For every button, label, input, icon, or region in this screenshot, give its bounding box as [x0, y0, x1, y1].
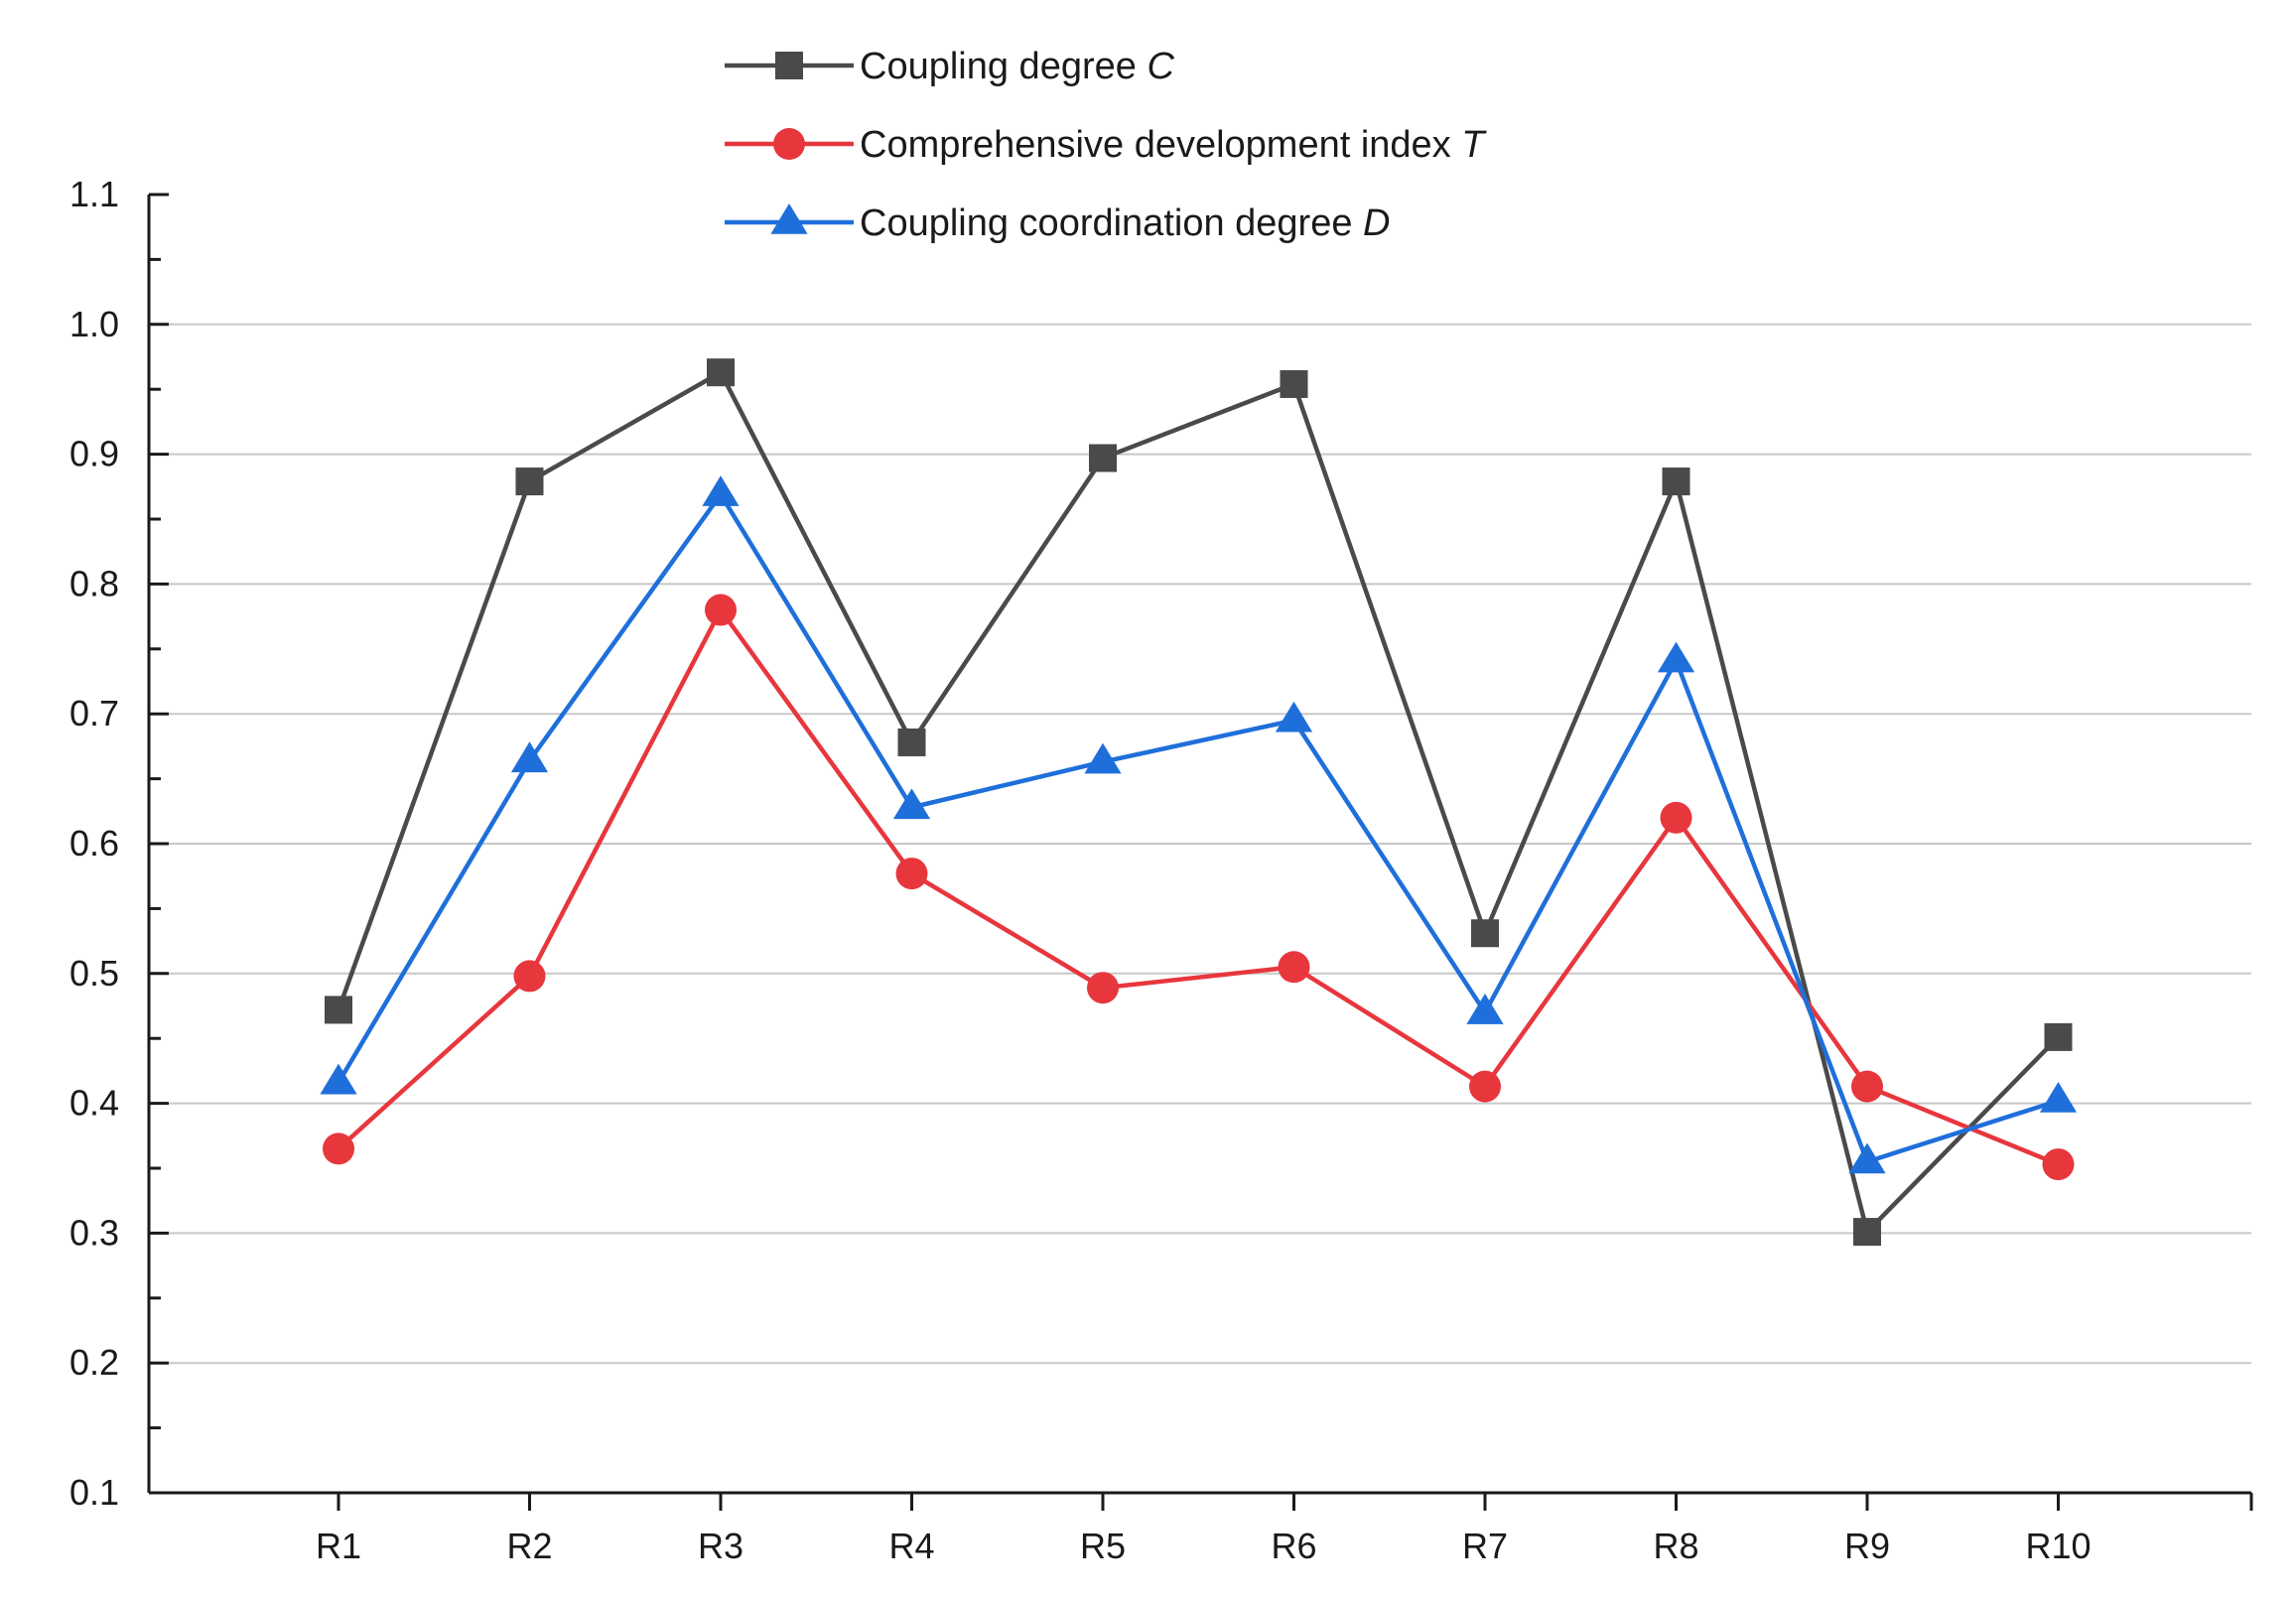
legend-marker [775, 52, 803, 79]
x-tick-label: R7 [1462, 1526, 1508, 1566]
y-tick-label: 0.8 [69, 563, 119, 603]
data-point [515, 467, 544, 496]
data-point [1087, 972, 1119, 1004]
y-tick-label: 0.9 [69, 434, 119, 474]
x-tick-label: R2 [506, 1526, 552, 1566]
legend-label: Comprehensive development index T [860, 124, 1487, 166]
data-point [2039, 1081, 2078, 1113]
data-point [1275, 701, 1313, 732]
data-point [895, 858, 928, 890]
legend-label: Coupling degree C [860, 46, 1174, 87]
y-tick-label: 1.0 [69, 304, 119, 344]
legend-item: Comprehensive development index T [725, 124, 1487, 166]
data-point [320, 1063, 357, 1095]
series-line [336, 369, 2061, 1235]
data-point [1469, 1070, 1501, 1103]
x-tick-label: R1 [316, 1526, 361, 1566]
x-tick-label: R5 [1080, 1526, 1126, 1566]
data-point [1662, 467, 1690, 496]
data-point [510, 741, 549, 773]
y-tick-label: 0.5 [69, 953, 119, 994]
legend: Coupling degree C Comprehensive developme… [725, 46, 1487, 244]
legend-label-variable: D [1363, 202, 1390, 244]
legend-item: Coupling degree C [725, 46, 1174, 87]
gridlines [149, 323, 2251, 1365]
legend-label-text: Coupling coordination degree [860, 202, 1363, 244]
legend-label-variable: C [1147, 46, 1174, 87]
series-square [325, 358, 2073, 1247]
legend-item: Coupling coordination degree D [725, 202, 1390, 244]
data-point [325, 996, 352, 1024]
series-triangle [320, 475, 2078, 1174]
data-point [707, 358, 735, 387]
data-point [1853, 1218, 1881, 1247]
x-tick-label: R8 [1653, 1526, 1698, 1566]
legend-label-text: Coupling degree [860, 46, 1147, 87]
data-point [892, 788, 931, 820]
data-point [1660, 801, 1692, 834]
data-point [1089, 444, 1117, 472]
data-point [513, 960, 546, 993]
data-point [1466, 994, 1504, 1024]
data-point [323, 1132, 354, 1165]
series-line [337, 607, 2060, 1167]
y-tick-label: 0.6 [69, 823, 119, 864]
x-tick-label: R6 [1271, 1526, 1316, 1566]
y-tick-label: 0.2 [69, 1342, 119, 1383]
x-tick-label: R3 [698, 1526, 743, 1566]
legend-label-variable: T [1461, 124, 1487, 166]
data-point [2044, 1022, 2073, 1051]
y-tick-label: 0.4 [69, 1083, 119, 1124]
legend-marker [773, 128, 805, 160]
x-tick-label: R9 [1844, 1526, 1890, 1566]
legend-marker [770, 203, 808, 234]
axes: 0.1 0.2 0.3 0.4 0.5 0.6 0.7 0.8 0.9 1.0 1.1 R1 R2 R3 R… [69, 174, 2253, 1566]
x-tick-label: R4 [888, 1526, 934, 1566]
data-point [1851, 1070, 1883, 1103]
data-point [1657, 641, 1695, 673]
series-group [320, 358, 2078, 1247]
y-tick-label: 0.7 [69, 693, 119, 733]
data-point [1848, 1142, 1886, 1174]
data-point [1280, 369, 1308, 398]
series-line [337, 491, 2060, 1164]
data-point [705, 594, 737, 626]
data-point [897, 728, 926, 756]
y-tick-label: 1.1 [69, 174, 119, 214]
y-tick-label: 0.3 [69, 1212, 119, 1253]
legend-label: Coupling coordination degree D [860, 202, 1390, 244]
data-point [1278, 951, 1310, 984]
data-point [1084, 742, 1122, 774]
legend-label-text: Comprehensive development index [860, 124, 1461, 166]
y-tick-label: 0.1 [69, 1472, 119, 1513]
series-circle [323, 594, 2075, 1181]
data-point [702, 475, 740, 506]
data-point [1471, 919, 1499, 948]
x-tick-label: R10 [2025, 1526, 2091, 1566]
data-point [2042, 1148, 2075, 1181]
